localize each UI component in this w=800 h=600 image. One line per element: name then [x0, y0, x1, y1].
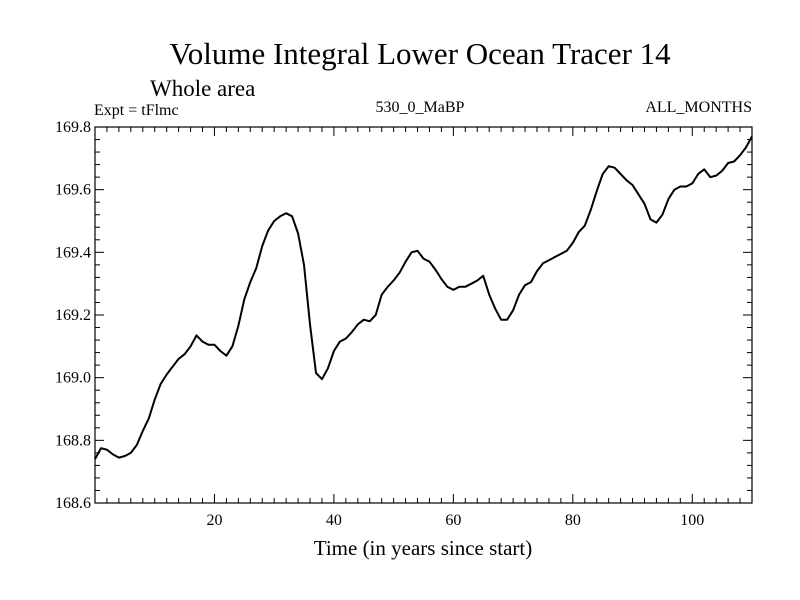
y-tick-label: 169.2: [55, 307, 91, 324]
x-axis-tick-labels: 20 40 60 80 100: [206, 512, 704, 529]
series-line: [94, 135, 753, 460]
x-tick-label: 100: [680, 512, 704, 529]
y-tick-label: 168.8: [55, 432, 91, 449]
y-axis-tick-labels: 168.6 168.8 169.0 169.2 169.4 169.6 169.8: [55, 119, 91, 512]
chart-title: Volume Integral Lower Ocean Tracer 14: [169, 36, 671, 71]
plot-frame: [94, 126, 753, 504]
y-tick-label: 169.8: [55, 119, 91, 136]
x-axis-ticks: [106, 127, 741, 503]
y-tick-label: 169.6: [55, 182, 91, 199]
months-label: ALL_MONTHS: [645, 99, 752, 116]
x-tick-label: 40: [326, 512, 342, 529]
y-tick-label: 169.4: [55, 244, 91, 261]
x-axis-label: Time (in years since start): [314, 536, 533, 560]
y-tick-label: 168.6: [55, 495, 91, 512]
chart-subtitle: Whole area: [150, 76, 255, 101]
period-label: 530_0_MaBP: [376, 99, 465, 116]
y-axis-ticks: [95, 139, 752, 491]
y-tick-label: 169.0: [55, 370, 91, 387]
x-tick-label: 20: [206, 512, 222, 529]
x-tick-label: 60: [445, 512, 461, 529]
x-tick-label: 80: [565, 512, 581, 529]
expt-label: Expt = tFlmc: [94, 102, 179, 119]
